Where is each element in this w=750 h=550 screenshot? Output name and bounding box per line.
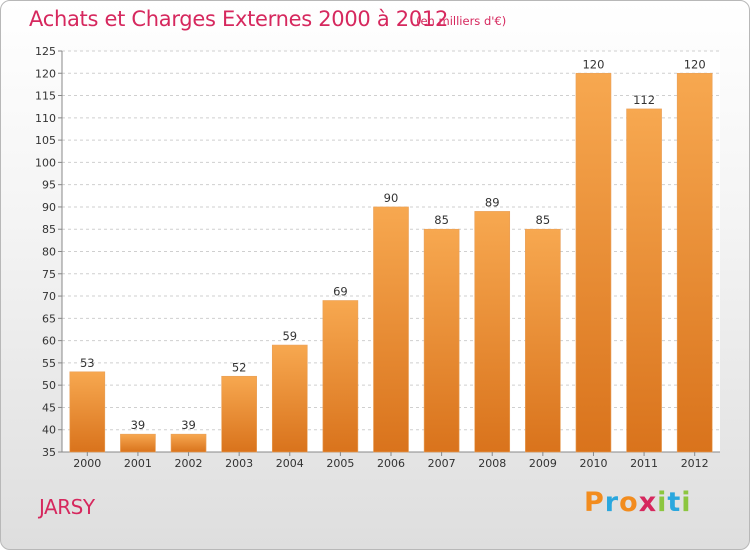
x-tick-label: 2012 xyxy=(681,457,709,470)
y-tick-label: 115 xyxy=(35,90,56,103)
town-name: JARSY xyxy=(39,495,95,519)
bar-value-label: 90 xyxy=(384,191,399,205)
bar-value-label: 85 xyxy=(434,213,449,227)
x-tick-label: 2005 xyxy=(326,457,354,470)
x-tick-label: 2011 xyxy=(630,457,658,470)
x-tick-label: 2001 xyxy=(124,457,152,470)
bar-value-label: 69 xyxy=(333,285,348,299)
bar xyxy=(373,206,409,453)
logo-letter: r xyxy=(604,487,620,518)
y-tick-label: 45 xyxy=(42,401,56,414)
bar-value-label: 59 xyxy=(282,329,297,343)
y-tick-label: 40 xyxy=(42,424,56,437)
bar-value-label: 89 xyxy=(485,195,500,209)
logo-letter: i xyxy=(657,487,668,518)
bar xyxy=(69,371,106,453)
bar xyxy=(575,72,612,453)
y-tick-label: 85 xyxy=(42,223,56,236)
bar xyxy=(423,228,460,453)
logo-letter: x xyxy=(638,487,658,518)
logo-letter: i xyxy=(681,487,692,518)
y-tick-label: 120 xyxy=(35,67,56,80)
chart-title: Achats et Charges Externes 2000 à 2012 xyxy=(29,7,449,31)
y-tick-label: 80 xyxy=(42,246,56,259)
x-tick-label: 2007 xyxy=(428,457,456,470)
y-tick-label: 95 xyxy=(42,179,56,192)
y-tick-label: 90 xyxy=(42,201,56,214)
y-tick-label: 110 xyxy=(35,112,56,125)
bar xyxy=(626,108,662,453)
bar-value-label: 120 xyxy=(582,57,604,71)
bar xyxy=(271,344,308,453)
bar-value-label: 120 xyxy=(684,57,706,71)
x-tick-label: 2008 xyxy=(478,457,506,470)
bar xyxy=(474,211,511,453)
x-tick-label: 2006 xyxy=(377,457,405,470)
chart-subtitle: (en milliers d'€) xyxy=(416,14,507,28)
proxiti-logo: Proxiti xyxy=(584,487,692,518)
bar xyxy=(170,433,207,453)
y-tick-label: 70 xyxy=(42,290,56,303)
logo-letter: P xyxy=(584,487,605,518)
y-tick-label: 65 xyxy=(42,312,56,325)
y-tick-label: 100 xyxy=(35,156,56,169)
y-tick-label: 35 xyxy=(42,446,56,459)
bar xyxy=(676,72,713,453)
y-tick-label: 50 xyxy=(42,379,56,392)
bar-value-label: 39 xyxy=(131,418,146,432)
x-tick-label: 2000 xyxy=(73,457,101,470)
logo-letter: o xyxy=(619,487,639,518)
logo-letter: t xyxy=(667,487,682,518)
y-tick-label: 75 xyxy=(42,268,56,281)
bar-value-label: 39 xyxy=(181,418,196,432)
x-tick-label: 2009 xyxy=(529,457,557,470)
bar xyxy=(525,228,561,453)
x-tick-label: 2010 xyxy=(579,457,607,470)
bar-value-label: 112 xyxy=(633,93,655,107)
y-tick-label: 105 xyxy=(35,134,56,147)
y-tick-label: 125 xyxy=(35,45,56,58)
y-tick-label: 60 xyxy=(42,335,56,348)
bar-value-label: 53 xyxy=(80,356,95,370)
x-tick-label: 2003 xyxy=(225,457,253,470)
x-tick-label: 2002 xyxy=(175,457,203,470)
x-tick-label: 2004 xyxy=(276,457,304,470)
bar-value-label: 85 xyxy=(536,213,551,227)
bar xyxy=(322,300,359,453)
bar xyxy=(120,433,156,453)
bar-value-label: 52 xyxy=(232,360,247,374)
bar xyxy=(221,375,257,453)
y-tick-label: 55 xyxy=(42,357,56,370)
